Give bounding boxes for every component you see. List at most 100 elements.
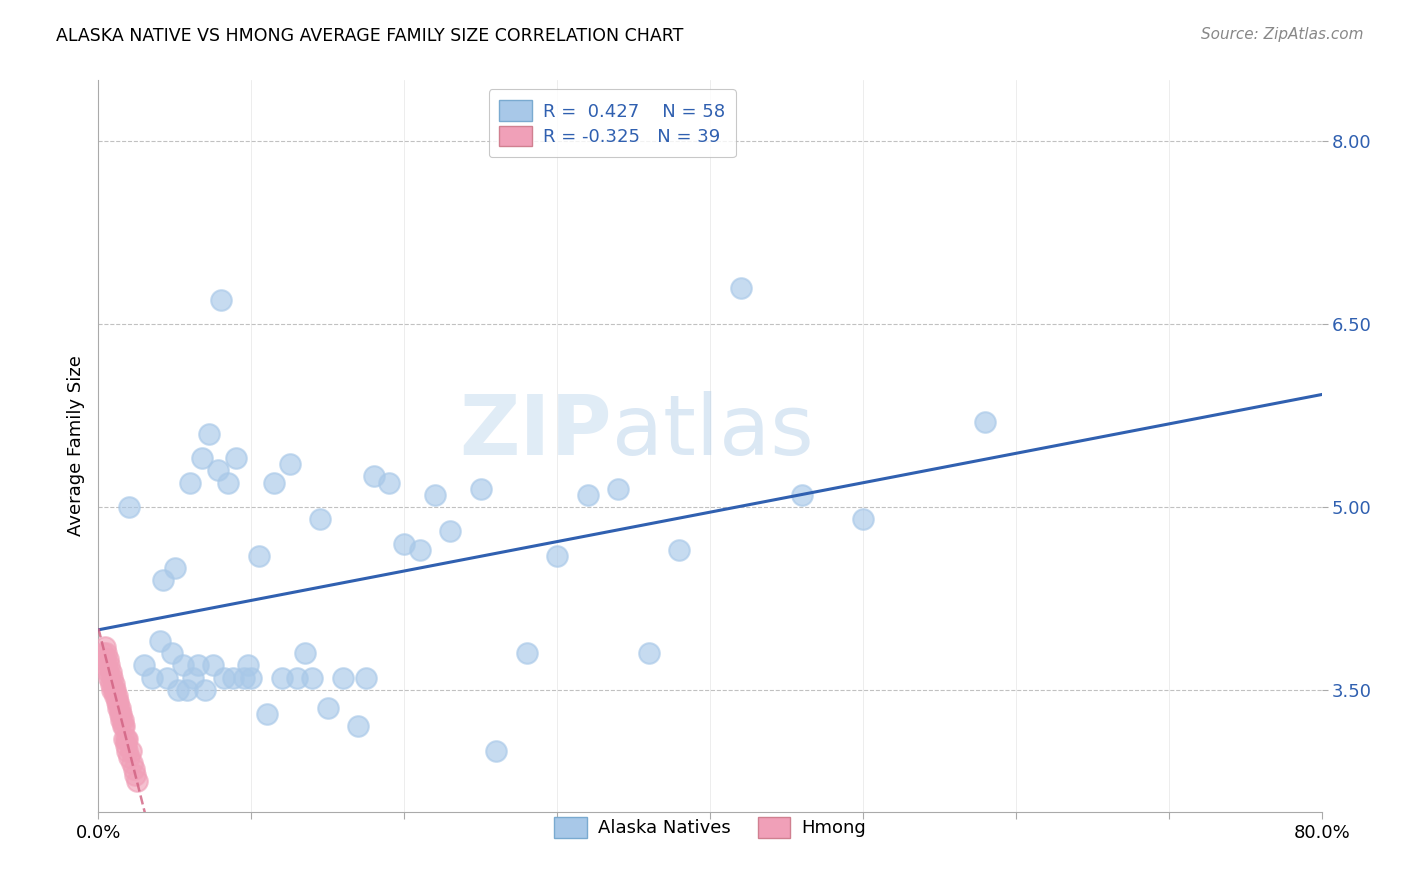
Point [115, 731, 138, 746]
Point [240, 671, 263, 685]
Point [118, 500, 141, 514]
Point [117, 731, 139, 746]
Point [485, 744, 508, 758]
Point [232, 671, 254, 685]
Point [285, 671, 308, 685]
Point [181, 671, 204, 685]
Text: atlas: atlas [612, 391, 814, 472]
Point [91, 646, 114, 660]
Point [408, 542, 430, 557]
Point [104, 682, 127, 697]
Point [105, 689, 128, 703]
Point [256, 707, 278, 722]
Point [309, 512, 332, 526]
Point [94, 646, 117, 660]
Point [121, 756, 143, 770]
Point [108, 701, 131, 715]
Point [118, 749, 141, 764]
Legend: Alaska Natives, Hmong: Alaska Natives, Hmong [546, 807, 875, 847]
Point [974, 415, 997, 429]
Point [110, 707, 132, 722]
Point [94, 658, 117, 673]
Point [98, 658, 121, 673]
Point [187, 658, 209, 673]
Point [392, 536, 416, 550]
Point [316, 701, 339, 715]
Point [423, 488, 446, 502]
Point [112, 731, 135, 746]
Point [197, 426, 219, 441]
Point [97, 652, 120, 666]
Point [212, 671, 235, 685]
Point [101, 682, 124, 697]
Point [122, 762, 145, 776]
Point [117, 744, 139, 758]
Point [470, 482, 492, 496]
Point [202, 658, 225, 673]
Point [191, 451, 214, 466]
Point [516, 646, 538, 660]
Point [790, 488, 813, 502]
Point [107, 701, 129, 715]
Point [225, 451, 247, 466]
Point [637, 646, 661, 660]
Point [100, 676, 122, 690]
Point [217, 475, 239, 490]
Point [134, 658, 156, 673]
Point [111, 719, 134, 733]
Point [124, 768, 146, 782]
Point [152, 573, 174, 587]
Point [101, 671, 124, 685]
Point [176, 682, 198, 697]
Point [263, 475, 285, 490]
Point [247, 549, 270, 563]
Point [112, 719, 135, 733]
Point [107, 695, 129, 709]
Point [194, 682, 217, 697]
Point [103, 682, 125, 697]
Point [100, 665, 122, 679]
Point [104, 689, 127, 703]
Point [115, 738, 138, 752]
Point [332, 671, 354, 685]
Point [270, 671, 292, 685]
Point [167, 682, 190, 697]
Point [278, 458, 301, 472]
Point [98, 671, 121, 685]
Point [668, 542, 690, 557]
Point [156, 671, 179, 685]
Point [439, 524, 461, 539]
Point [730, 280, 752, 294]
Point [607, 482, 630, 496]
Text: ALASKA NATIVE VS HMONG AVERAGE FAMILY SIZE CORRELATION CHART: ALASKA NATIVE VS HMONG AVERAGE FAMILY SI… [56, 27, 683, 45]
Point [149, 634, 172, 648]
Point [172, 658, 194, 673]
Point [207, 463, 229, 477]
Point [354, 671, 377, 685]
Point [120, 744, 142, 758]
Point [209, 293, 232, 307]
Point [110, 714, 132, 728]
Point [238, 658, 260, 673]
Point [111, 714, 134, 728]
Point [160, 646, 183, 660]
Point [163, 561, 186, 575]
Point [301, 671, 323, 685]
Point [546, 549, 568, 563]
Point [294, 646, 316, 660]
Point [125, 774, 148, 789]
Text: Source: ZipAtlas.com: Source: ZipAtlas.com [1201, 27, 1364, 42]
Text: ZIP: ZIP [460, 391, 612, 472]
Point [108, 707, 131, 722]
Point [93, 640, 115, 655]
Point [103, 676, 125, 690]
Point [222, 671, 245, 685]
Point [347, 719, 370, 733]
Point [97, 665, 120, 679]
Point [852, 512, 875, 526]
Point [179, 475, 201, 490]
Point [363, 469, 385, 483]
Point [93, 652, 115, 666]
Point [141, 671, 163, 685]
Point [105, 695, 128, 709]
